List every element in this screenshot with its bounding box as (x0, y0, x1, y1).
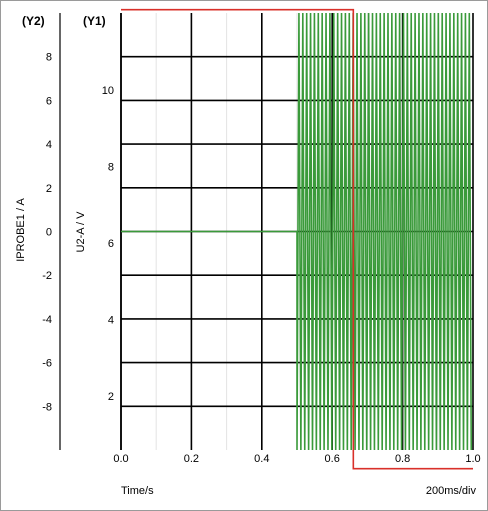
series-line-u2 (121, 8, 473, 470)
y2-tick-label: -2 (42, 270, 52, 282)
y2-tick-labels: 8 6 4 2 0 -2 -4 -6 -8 (42, 52, 52, 414)
y2-axis-title: (Y2) (22, 14, 45, 28)
x-axis-label: Time/s (121, 485, 154, 497)
x-tick-label: 0.4 (254, 453, 269, 465)
x-tick-label: 0.2 (184, 453, 199, 465)
x-tick-label: 1.0 (465, 453, 480, 465)
y2-tick-label: 0 (46, 227, 52, 239)
series-group (121, 8, 473, 470)
x-tick-label: 0.8 (395, 453, 410, 465)
x-tick-labels: 0.0 0.2 0.4 0.6 0.8 1.0 (113, 453, 480, 465)
y2-tick-label: 2 (46, 183, 52, 195)
x-scale-note: 200ms/div (426, 485, 477, 497)
y2-tick-label: 4 (46, 139, 52, 151)
y1-tick-label: 6 (108, 238, 114, 250)
y2-tick-label: -6 (42, 358, 52, 370)
y2-tick-label: -8 (42, 401, 52, 413)
y1-tick-label: 4 (108, 315, 114, 327)
y1-axis-title: (Y1) (83, 14, 106, 28)
y1-tick-label: 10 (102, 85, 114, 97)
y1-tick-label: 8 (108, 162, 114, 174)
x-tick-label: 0.6 (325, 453, 340, 465)
y1-axis-label: U2-A / V (75, 211, 87, 253)
y1-tick-labels: 2 4 6 8 10 (102, 85, 114, 403)
series-line-iprobe1 (121, 12, 473, 451)
y2-tick-label: 6 (46, 95, 52, 107)
y1-tick-label: 2 (108, 391, 114, 403)
x-tick-label: 0.0 (113, 453, 128, 465)
y2-tick-label: 8 (46, 52, 52, 64)
y2-tick-label: -4 (42, 314, 52, 326)
y2-axis-label: IPROBE1 / A (15, 198, 27, 262)
